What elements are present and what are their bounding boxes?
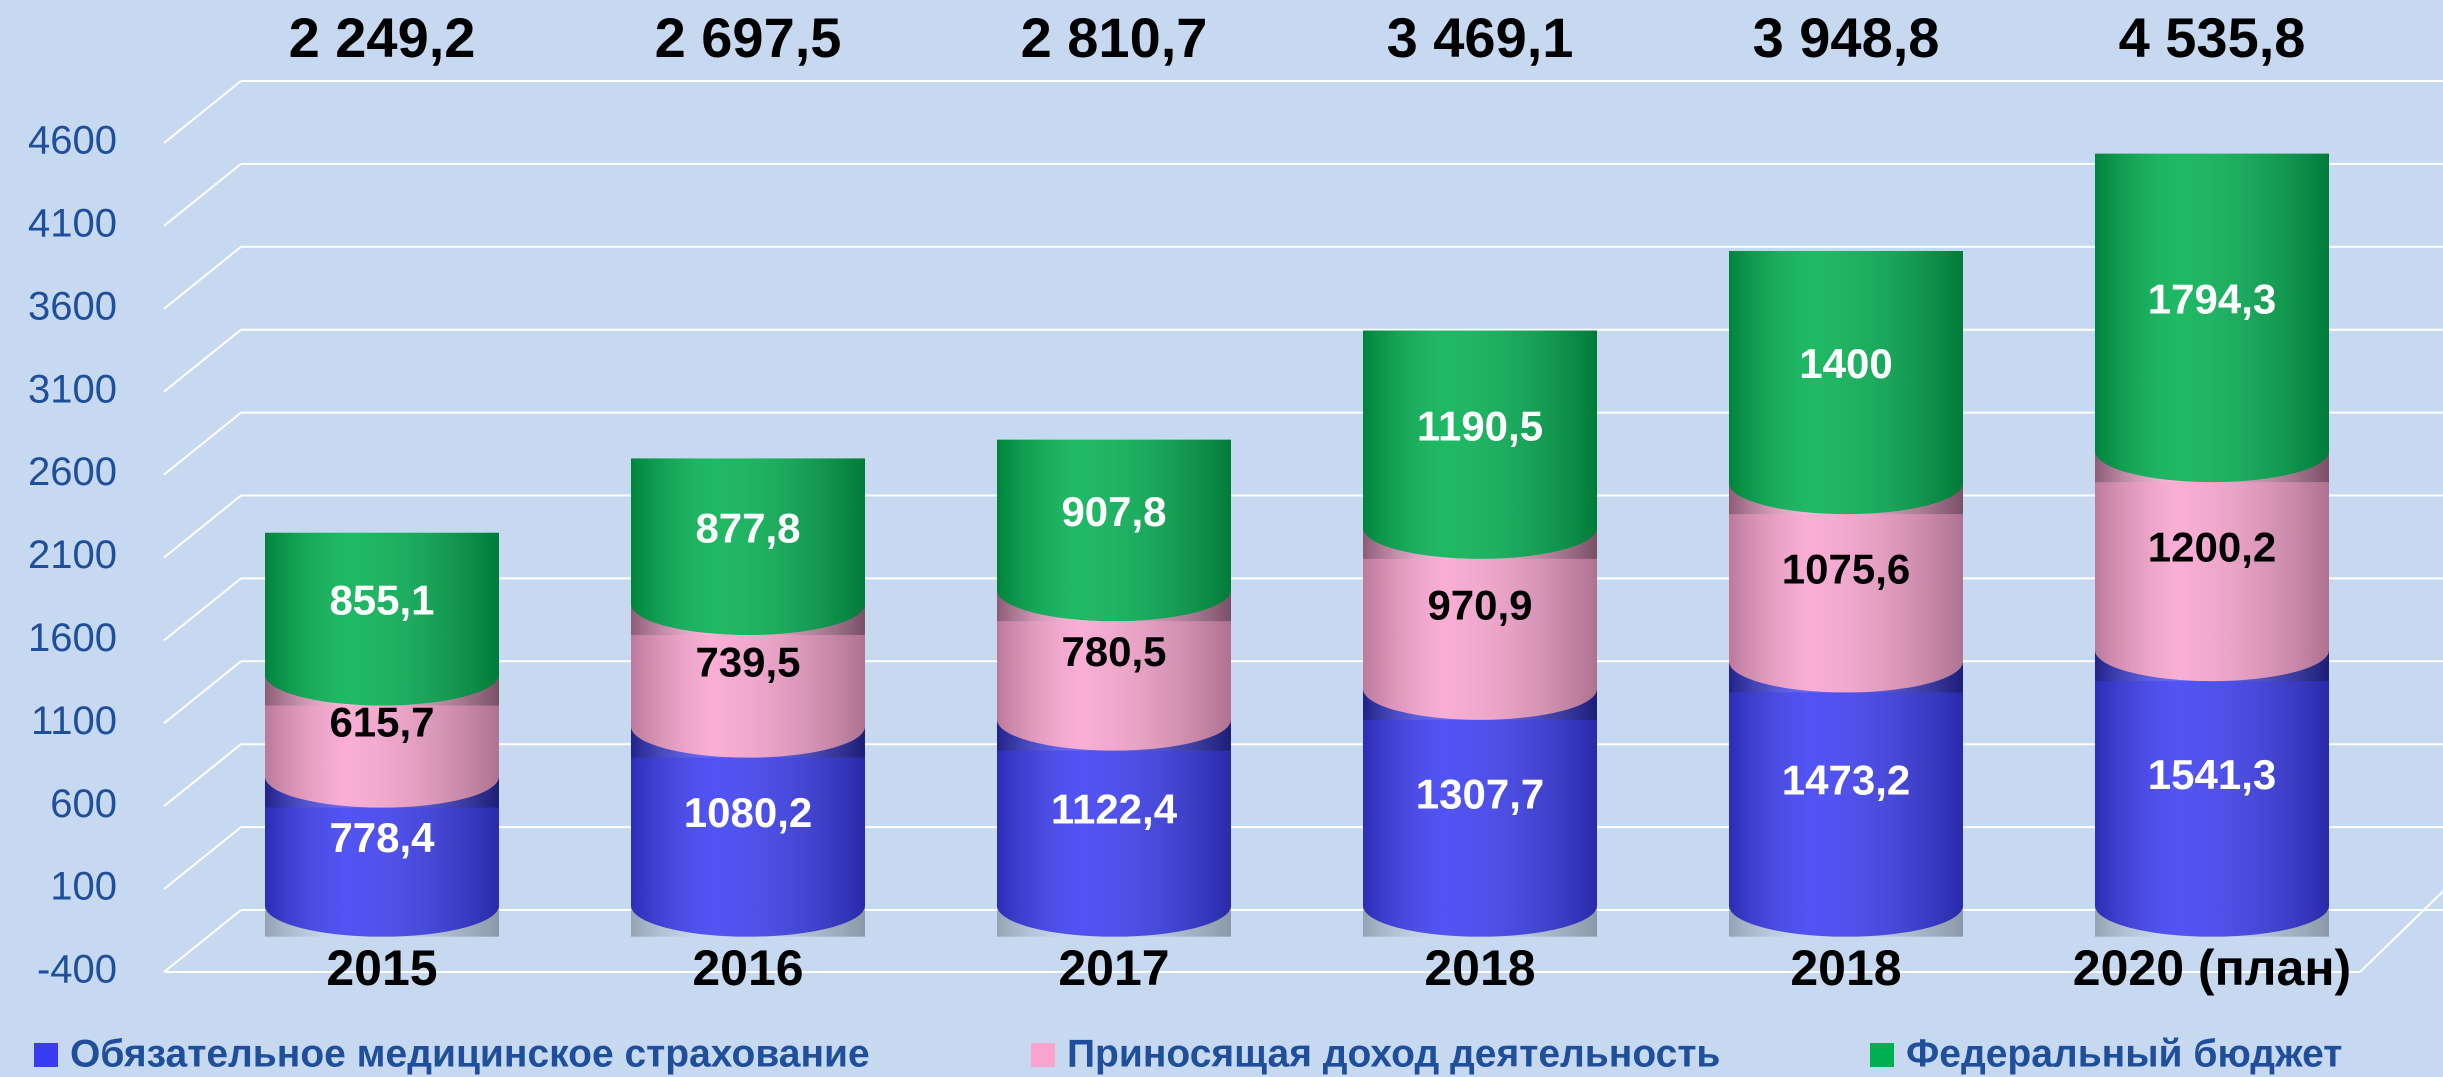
cylinder-segment (265, 532, 499, 706)
floor-line (2359, 890, 2443, 973)
y-tick-label: 4600 (28, 119, 117, 163)
value-label: 1473,2 (1782, 757, 1910, 804)
legend-swatch (1870, 1043, 1894, 1067)
x-tick-label: 2016 (692, 940, 803, 996)
cylinder-segment (997, 439, 1231, 622)
segment-part (2095, 451, 2329, 682)
value-label: 739,5 (695, 638, 800, 685)
value-label: 778,4 (329, 814, 435, 861)
value-label: 970,9 (1427, 581, 1532, 628)
value-label: 1122,4 (1051, 786, 1178, 833)
total-label: 2 810,7 (1021, 6, 1208, 69)
grid-line (163, 826, 242, 890)
grid-line (163, 660, 242, 725)
segment-part (265, 532, 499, 706)
total-label: 3 469,1 (1387, 6, 1574, 69)
x-tick-label: 2018 (1424, 940, 1535, 996)
segment-part (2095, 153, 2329, 483)
legend-label: Приносящая доход деятельность (1067, 1032, 1720, 1075)
value-label: 1794,3 (2148, 275, 2276, 322)
grid-line (163, 494, 242, 559)
cylinder-segment (1729, 250, 1963, 515)
segment-part (1729, 661, 1963, 937)
value-label: 1400 (1799, 340, 1892, 387)
grid-line (163, 80, 242, 144)
cylinder-segment (997, 719, 1231, 937)
segment-part (1729, 250, 1963, 515)
grid-line (163, 246, 242, 310)
segment-part (1363, 527, 1597, 720)
value-label: 1307,7 (1416, 770, 1544, 817)
value-label: 1200,2 (2148, 524, 2276, 571)
x-tick-label: 2018 (1790, 940, 1901, 996)
legend-label: Федеральный бюджет (1906, 1032, 2342, 1075)
y-tick-label: 3600 (28, 284, 117, 328)
grid-line (163, 328, 242, 393)
cylinder-segment (2095, 153, 2329, 483)
x-tick-label: 2015 (326, 940, 437, 996)
legend-label: Обязательное медицинское страхование (70, 1032, 870, 1075)
segment-part (2095, 650, 2329, 937)
value-label: 780,5 (1061, 628, 1166, 675)
y-tick-label: 100 (50, 865, 117, 909)
value-label: 1075,6 (1782, 545, 1910, 592)
value-label: 907,8 (1061, 488, 1166, 535)
cylinder-segment (631, 458, 865, 635)
value-label: 855,1 (329, 577, 434, 624)
grid-line (163, 577, 242, 642)
cylinder-segment (2095, 451, 2329, 682)
y-tick-label: 1600 (28, 616, 117, 660)
segment-part (1729, 483, 1963, 693)
segment-part (997, 439, 1231, 622)
total-label: 4 535,8 (2119, 6, 2306, 69)
grid-line (163, 411, 242, 476)
grid-line (163, 743, 242, 807)
y-tick-label: 3100 (28, 367, 117, 411)
cylinder-segment (1363, 330, 1597, 559)
total-label: 3 948,8 (1753, 6, 1940, 69)
legend-swatch (34, 1043, 58, 1067)
y-tick-label: -400 (37, 948, 117, 992)
cylinder-segment (2095, 650, 2329, 937)
y-tick-label: 2600 (28, 450, 117, 494)
total-label: 2 249,2 (289, 6, 476, 69)
segment-part (631, 726, 865, 937)
segment-part (1363, 688, 1597, 937)
cylinder-segment (1729, 661, 1963, 937)
cylinder-segment (1363, 688, 1597, 937)
y-tick-label: 1100 (31, 699, 117, 743)
x-tick-label: 2020 (план) (2073, 940, 2351, 996)
y-tick-label: 600 (50, 782, 117, 826)
total-label: 2 697,5 (655, 6, 842, 69)
segment-part (631, 458, 865, 635)
value-label: 1190,5 (1417, 402, 1543, 449)
value-label: 1080,2 (684, 789, 812, 836)
value-label: 615,7 (329, 699, 434, 746)
y-tick-label: 4100 (28, 201, 117, 245)
grid-line (163, 163, 242, 227)
value-label: 877,8 (695, 504, 800, 551)
segment-part (1363, 330, 1597, 559)
x-tick-label: 2017 (1058, 940, 1169, 996)
value-label: 1541,3 (2148, 751, 2276, 798)
y-tick-label: 2100 (28, 533, 117, 577)
legend-swatch (1031, 1043, 1055, 1067)
grid-line (163, 909, 242, 973)
segment-part (997, 719, 1231, 937)
